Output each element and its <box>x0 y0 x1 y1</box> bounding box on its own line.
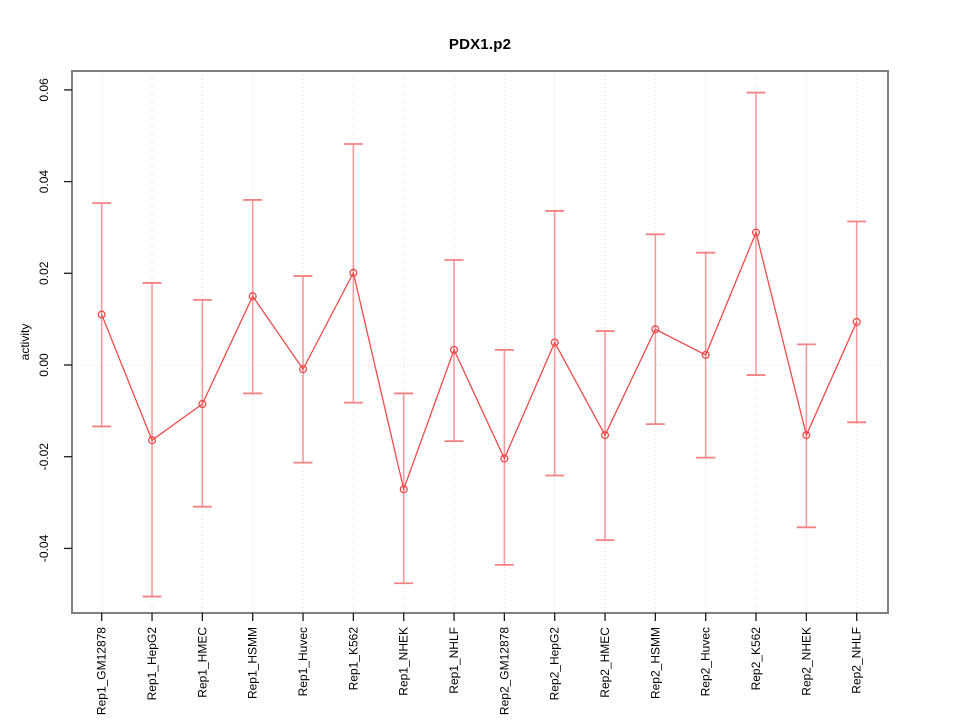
x-category-label: Rep1_Huvec <box>296 627 310 696</box>
data-point <box>701 350 710 359</box>
plot-box <box>71 70 889 614</box>
x-category-label: Rep2_GM12878 <box>497 627 511 715</box>
data-point <box>248 292 257 301</box>
data-point <box>651 325 660 334</box>
data-point <box>349 268 358 277</box>
data-point <box>298 365 308 374</box>
x-category-label: Rep2_K562 <box>749 627 763 691</box>
x-category-label: Rep1_NHLF <box>447 627 461 694</box>
y-tick-label: 0.00 <box>37 353 51 377</box>
data-point <box>198 399 207 409</box>
data-point <box>399 485 408 494</box>
data-point <box>550 338 559 347</box>
x-category-label: Rep1_GM12878 <box>95 627 109 715</box>
x-category-label: Rep2_HSMM <box>648 627 662 699</box>
x-category-label: Rep1_NHEK <box>397 627 411 696</box>
data-point <box>147 436 157 445</box>
data-point <box>600 431 610 440</box>
x-category-label: Rep2_Huvec <box>699 627 713 696</box>
y-tick-label: 0.06 <box>37 78 51 102</box>
x-category-label: Rep2_NHEK <box>799 627 813 696</box>
x-category-label: Rep1_HSMM <box>246 627 260 699</box>
data-point <box>852 317 861 326</box>
y-tick-label: 0.04 <box>37 170 51 194</box>
data-point <box>500 454 509 463</box>
x-category-label: Rep1_K562 <box>346 627 360 691</box>
x-category-label: Rep1_HepG2 <box>145 627 159 701</box>
data-point <box>802 431 811 440</box>
x-category-label: Rep2_HepG2 <box>548 627 562 701</box>
data-point <box>751 228 761 237</box>
y-tick-label: -0.04 <box>37 534 51 562</box>
x-category-label: Rep2_HMEC <box>598 627 612 698</box>
chart-title: PDX1.p2 <box>448 36 512 53</box>
x-category-label: Rep2_NHLF <box>850 627 864 694</box>
data-point <box>97 310 106 319</box>
x-category-label: Rep1_HMEC <box>195 627 209 698</box>
y-tick-label: -0.02 <box>37 443 51 471</box>
data-point <box>449 345 459 354</box>
series-line <box>101 230 858 492</box>
y-tick-label: 0.02 <box>37 261 51 285</box>
